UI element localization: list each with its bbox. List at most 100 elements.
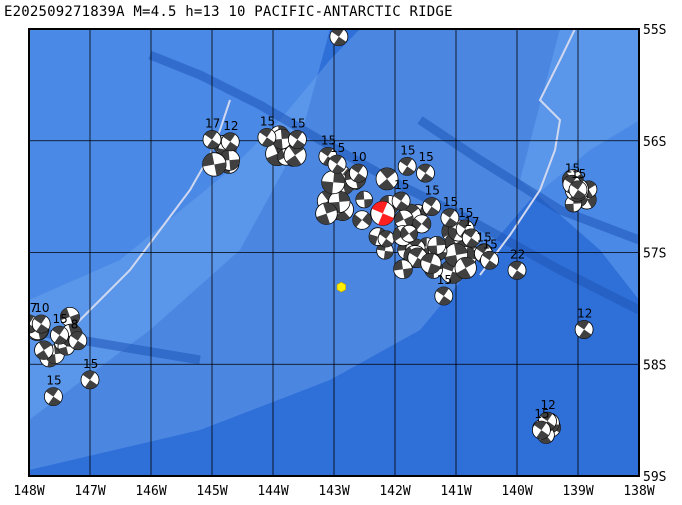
event-depth-label: 12 xyxy=(541,398,556,412)
longitude-tick-label: 140W xyxy=(501,484,532,499)
beachball-icon[interactable] xyxy=(397,156,417,176)
beachball-icon[interactable] xyxy=(480,250,499,270)
graticule xyxy=(29,29,639,476)
event-depth-label: 15 xyxy=(534,407,549,421)
map-frame xyxy=(28,28,640,477)
beachball-icon[interactable] xyxy=(416,163,435,183)
longitude-tick-label: 143W xyxy=(318,484,349,499)
beachball-icon[interactable] xyxy=(422,197,442,217)
event-depth-label: 15 xyxy=(46,374,61,388)
longitude-tick-label: 138W xyxy=(623,484,654,499)
event-depth-label: 17 xyxy=(464,215,479,229)
event-depth-label: 15 xyxy=(321,133,336,147)
event-depth-label: 15 xyxy=(53,312,68,326)
beachball-icon[interactable] xyxy=(68,331,88,351)
longitude-tick-label: 146W xyxy=(135,484,166,499)
beachball-icon[interactable] xyxy=(80,370,100,390)
event-depth-label: 22 xyxy=(510,247,525,261)
event-depth-label: 15 xyxy=(330,141,345,155)
beachball-icon[interactable] xyxy=(202,130,222,149)
longitude-tick-label: 142W xyxy=(379,484,410,499)
event-depth-label: 15 xyxy=(400,143,415,157)
fracture-zone-1 xyxy=(148,50,639,315)
event-depth-label: 15 xyxy=(437,273,452,287)
beachball-icon[interactable] xyxy=(355,190,373,209)
beachball-icon[interactable] xyxy=(329,28,349,47)
event-depth-label: 10 xyxy=(351,150,366,164)
latitude-tick-label: 58S xyxy=(643,358,666,373)
longitude-tick-label: 145W xyxy=(196,484,227,499)
event-depth-label: 17 xyxy=(22,301,37,315)
beachball-icon[interactable] xyxy=(393,259,413,280)
beachball-icon[interactable] xyxy=(391,191,411,211)
epicenter-marker[interactable] xyxy=(336,281,347,293)
beachball-icon[interactable] xyxy=(348,163,368,183)
longitude-labels: 148W 147W 146W 145W 144W 143W 142W 141W 140W 139W… xyxy=(13,484,654,499)
event-depth-label: 15 xyxy=(565,161,580,175)
event-depth-label: 17 xyxy=(205,117,220,131)
longitude-tick-label: 147W xyxy=(74,484,105,499)
target-beachball[interactable] xyxy=(370,200,396,226)
event-depth-label: 15 xyxy=(458,206,473,220)
event-depth-label: 15 xyxy=(476,231,491,245)
event-depth-label: 15 xyxy=(394,178,409,192)
event-depth-label: 15 xyxy=(83,357,98,371)
event-depth-label: 15 xyxy=(332,14,347,28)
beachball-icon[interactable] xyxy=(370,200,396,226)
event-depth-label: 15 xyxy=(425,184,440,198)
event-depth-label: 12 xyxy=(223,119,238,133)
bathymetry-shelf-west xyxy=(29,29,330,420)
beachball-icon[interactable] xyxy=(568,180,588,200)
event-depth-label: 15 xyxy=(443,195,458,209)
event-depth-label: 15 xyxy=(571,167,586,181)
latitude-tick-label: 55S xyxy=(643,23,666,38)
event-depth-label: 8 xyxy=(71,318,79,332)
event-depth-label: 15 xyxy=(260,114,275,128)
event-depth-label: 12 xyxy=(577,307,592,321)
beachball-icon[interactable] xyxy=(257,127,277,147)
beachball-icon[interactable] xyxy=(31,314,51,334)
latitude-tick-label: 56S xyxy=(643,135,666,150)
latitude-tick-label: 57S xyxy=(643,247,666,262)
beachball-icon[interactable] xyxy=(271,128,293,150)
beachball-icon[interactable] xyxy=(375,167,399,191)
beachball-icon[interactable] xyxy=(394,209,414,230)
longitude-tick-label: 139W xyxy=(562,484,593,499)
beachball-icon[interactable] xyxy=(44,387,63,407)
beachball-icon[interactable] xyxy=(461,228,481,248)
event-depth-label: 15 xyxy=(483,237,498,251)
beachball-icon[interactable] xyxy=(574,320,594,339)
beachball-icon[interactable] xyxy=(532,420,551,440)
fracture-zone-3 xyxy=(417,116,639,245)
map-title: E202509271839A M=4.5 h=13 10 PACIFIC-ANT… xyxy=(4,4,453,20)
longitude-tick-label: 148W xyxy=(13,484,44,499)
beachball-icon[interactable] xyxy=(440,208,460,228)
beachball-icon[interactable] xyxy=(377,230,395,248)
beachball-icon[interactable] xyxy=(454,256,477,280)
beachball-icon[interactable] xyxy=(50,325,69,345)
latitude-labels: 55S 56S 57S 58S 59S xyxy=(643,23,666,485)
longitude-tick-label: 141W xyxy=(440,484,471,499)
beachball-icon[interactable] xyxy=(59,306,80,327)
beachball-icon[interactable] xyxy=(34,340,54,360)
event-depth-label: 15 xyxy=(419,150,434,164)
beachball-icon[interactable] xyxy=(220,132,240,152)
beachball-icon[interactable] xyxy=(400,224,418,243)
beachball-icon[interactable] xyxy=(315,202,338,225)
beachball-icon[interactable] xyxy=(321,170,346,195)
beachball-icon[interactable] xyxy=(202,152,227,177)
latitude-tick-label: 59S xyxy=(643,470,666,485)
event-depth-label: 10 xyxy=(34,301,49,315)
beachball-icon[interactable] xyxy=(327,154,347,174)
beachball-icon[interactable] xyxy=(420,252,442,274)
beachball-icon[interactable] xyxy=(507,260,527,280)
plate-boundary-east xyxy=(479,29,576,276)
beachball-icon[interactable] xyxy=(352,210,372,230)
beachball-icon[interactable] xyxy=(427,236,447,255)
event-depth-label: 15 xyxy=(290,117,305,131)
beachball-icon[interactable] xyxy=(287,130,307,149)
beachball-icon[interactable] xyxy=(434,286,454,306)
